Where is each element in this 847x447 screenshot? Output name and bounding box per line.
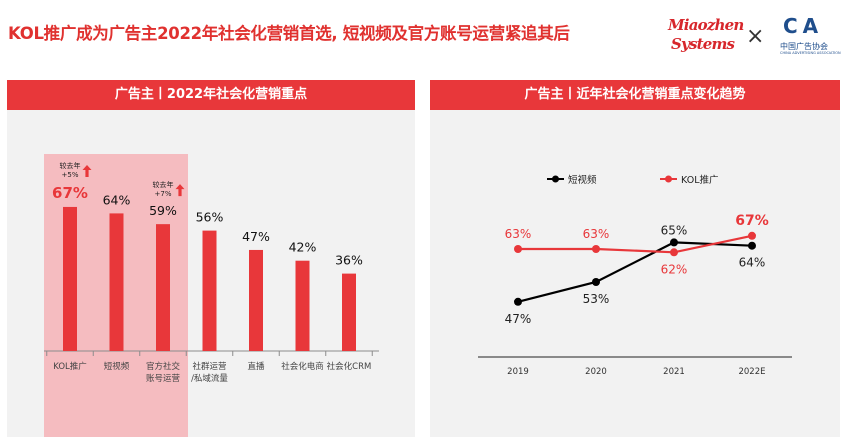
caa-logo-cn: 中国广告协会 [780,42,828,51]
x-tick-label: 直播 [247,361,265,372]
bar [202,230,217,351]
page-title: KOL推广成为广告主2022年社会化营销首选, 短视频及官方账号运营紧追其后 [8,24,570,43]
data-point [748,231,756,240]
x-tick-label: 社会化电商 [281,361,324,372]
bar [63,206,77,351]
right-panel-title: 广告主丨近年社会化营销重点变化趋势 [430,80,840,110]
right-chart-panel: 广告主丨近年社会化营销重点变化趋势 2019 2020 2021 2022E 短视频 KO… [430,80,840,437]
annotation-text: 较去年 [153,180,174,189]
annotation-text: 较去年 [60,161,81,170]
series-line [518,234,753,254]
x-tick-label: KOL推广 [53,361,87,372]
data-point [748,241,756,250]
caa-logo-en: CHINA ADVERTISING ASSOCIATION [780,51,841,55]
data-point [514,245,522,253]
caa-logo-mark: C A [783,14,818,38]
bar [156,224,170,351]
data-label: 67% [735,213,769,229]
annotation-text: +7% [155,190,172,198]
data-point [592,278,600,286]
legend-label: 短视频 [568,174,597,186]
data-label: 63% [505,227,532,241]
x-tick-label: 2019 [507,367,529,377]
times-symbol: × [746,24,765,49]
bar [249,249,263,351]
data-label: 59% [149,203,177,218]
line-chart: 2019 2020 2021 2022E 短视频 KOL推广 47% 53% 65% 64% 63%… [478,174,792,377]
legend-marker [552,175,559,183]
data-point [670,238,678,247]
x-tick-label: /私域流量 [191,373,228,384]
bar [109,213,124,351]
up-arrow-icon [175,184,185,197]
data-label: 64% [739,256,766,270]
left-chart-panel: 广告主丨2022年社会化营销重点 67% KOL推广 64% 短视频 59% 官方社交 账号… [7,80,415,437]
x-tick-label: 短视频 [104,361,130,372]
data-point [592,245,600,253]
annotation-text: +5% [62,171,79,179]
data-label: 47% [505,312,532,326]
miaozhen-logo: Miaozhen Systems [668,15,744,59]
data-label: 62% [661,262,688,276]
legend-label: KOL推广 [681,174,718,186]
up-arrow-icon [82,164,92,177]
data-point [670,248,678,257]
data-label: 47% [242,229,270,244]
bar [295,260,310,351]
x-tick-label: 社群运营 [192,361,226,372]
left-panel-title: 广告主丨2022年社会化营销重点 [7,80,415,110]
data-point [514,297,522,306]
x-tick-label: 账号运营 [146,373,180,384]
data-label: 36% [335,253,363,268]
caa-logo: C A 中国广告协会 CHINA ADVERTISING ASSOCIATION [775,14,841,58]
x-tick-label: 2020 [585,367,607,377]
data-label: 53% [583,292,610,306]
x-tick-label: 2022E [738,367,765,377]
data-label: 64% [103,192,131,207]
x-tick-label: 2021 [663,367,685,377]
legend-marker [665,175,672,183]
data-label: 42% [289,240,317,255]
miaozhen-logo-line2: Systems [671,35,735,53]
data-label: 67% [52,184,88,202]
data-label: 63% [583,227,610,241]
x-tick-label: 社会化CRM [327,361,372,372]
data-label: 65% [661,223,688,237]
bar [342,273,356,351]
miaozhen-logo-line1: Miaozhen [668,16,744,34]
data-label: 56% [196,210,224,225]
x-tick-label: 官方社交 [146,361,181,372]
